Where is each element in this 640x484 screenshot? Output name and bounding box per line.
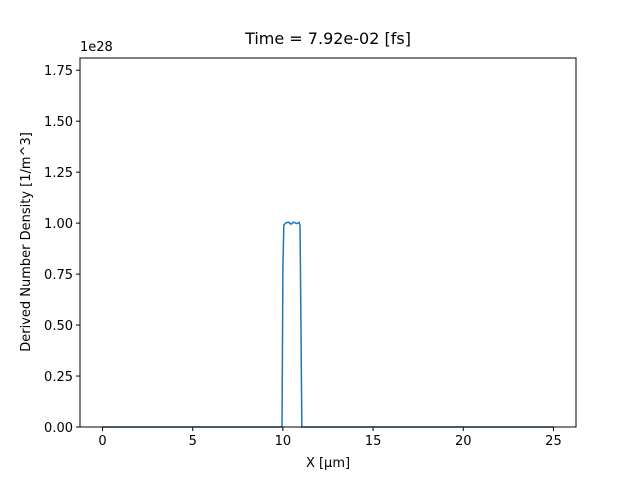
y-tick-label: 0.00 (44, 421, 73, 436)
plot-frame (79, 57, 577, 428)
y-tick-label: 0.50 (44, 319, 73, 334)
chart-title: Time = 7.92e-02 [fs] (244, 29, 411, 48)
y-tick-label: 0.25 (44, 370, 73, 385)
y-offset-label: 1e28 (80, 40, 113, 55)
x-tick-label: 25 (545, 434, 562, 449)
y-tick-label: 1.75 (44, 64, 73, 79)
y-tick-label: 1.50 (44, 115, 73, 130)
x-tick-label: 15 (365, 434, 382, 449)
x-tick-label: 20 (455, 434, 472, 449)
y-tick-label: 1.25 (44, 166, 73, 181)
x-tick-label: 10 (275, 434, 292, 449)
data-line (102, 221, 554, 428)
y-tick-label: 1.00 (44, 217, 73, 232)
y-axis-label: Derived Number Density [1/m^3] (19, 132, 34, 352)
y-tick-label: 0.75 (44, 268, 73, 283)
x-axis-label: X [μm] (306, 456, 350, 471)
x-tick-label: 5 (189, 434, 197, 449)
x-tick-label: 0 (98, 434, 106, 449)
